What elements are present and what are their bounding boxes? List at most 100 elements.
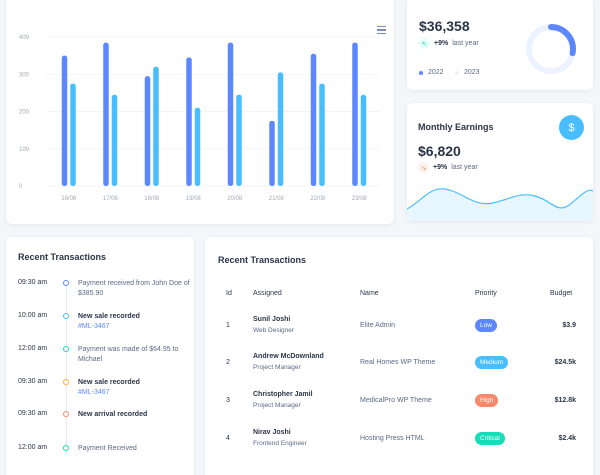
- cell-id: 3: [226, 397, 230, 404]
- bar-18/08-series1[interactable]: [144, 76, 151, 186]
- timeline-dot: [63, 346, 69, 352]
- yearly-donut-chart: [526, 24, 576, 74]
- monthly-title: Monthly Earnings: [418, 122, 494, 132]
- header-assigned: Assigned: [253, 290, 282, 297]
- cell-id: 2: [226, 359, 230, 366]
- cell-budget: $12.8k: [554, 397, 576, 404]
- arrow-up-left-icon: ↖: [419, 38, 430, 49]
- bar-20/08-series2[interactable]: [236, 94, 242, 186]
- cell-assigned: Sunil Joshi: [253, 316, 291, 323]
- timeline-time: 09:30 am: [18, 279, 48, 286]
- timeline-time: 12:00 am: [18, 444, 48, 451]
- legend-label-2022: 2022: [428, 69, 444, 76]
- bar-23/08-series2[interactable]: [360, 94, 367, 186]
- dollar-icon[interactable]: $: [559, 115, 584, 140]
- timeline-time: 10:00 am: [18, 312, 48, 319]
- bar-19/08-series2[interactable]: [194, 107, 201, 186]
- monthly-trend: ↘ +9% last year: [418, 162, 478, 173]
- sales-bar-chart-card: 400 300 200 100 0 16/08 17/08 18/08 19/08 20/08 21…: [6, 0, 394, 224]
- sales-bar-chart: 400 300 200 100 0 16/08 17/08 18/08 19/08 20/08 21…: [19, 35, 380, 202]
- y-tick-label: 300: [19, 72, 30, 78]
- cell-role: Frontend Engineer: [253, 440, 307, 447]
- yearly-trend: ↖ +9% last year: [419, 38, 479, 49]
- bar-22/08-series1[interactable]: [310, 53, 317, 187]
- timeline-text: Payment received from John Doe of $385.9…: [78, 280, 190, 297]
- monthly-trend-label: last year: [451, 164, 478, 171]
- timeline-text: New sale recorded: [78, 379, 140, 386]
- timeline-ref-link[interactable]: #ML-3467: [78, 323, 110, 330]
- timeline-time: 09:30 am: [18, 378, 48, 385]
- bar-22/08-series2[interactable]: [319, 83, 325, 186]
- header-id: Id: [226, 290, 232, 297]
- priority-badge: Medium: [475, 356, 509, 369]
- x-tick-label: 22/08: [310, 196, 326, 202]
- menu-icon[interactable]: [377, 26, 386, 34]
- cell-role: Project Manager: [253, 364, 301, 371]
- cell-role: Project Manager: [253, 402, 301, 409]
- x-tick-label: 21/08: [269, 196, 285, 202]
- cell-budget: $3.9: [562, 322, 576, 329]
- timeline-line: [66, 285, 67, 455]
- header-priority: Priority: [475, 290, 497, 297]
- donut-primary-arc: [526, 24, 576, 74]
- timeline-title: Recent Transactions: [18, 252, 107, 262]
- cell-assigned: Nirav Joshi: [253, 429, 291, 436]
- cell-role: Web Designer: [253, 327, 295, 334]
- cell-project: Real Homes WP Theme: [360, 359, 436, 366]
- bar-21/08-series1[interactable]: [269, 120, 275, 186]
- timeline-time: 09:30 am: [18, 410, 48, 417]
- yearly-value: $36,358: [419, 18, 470, 34]
- y-tick-label: 200: [19, 110, 30, 116]
- timeline-time: 12:00 am: [18, 345, 48, 352]
- legend-label-2023: 2023: [464, 69, 480, 76]
- bar-21/08-series2[interactable]: [277, 72, 284, 186]
- timeline-dot: [63, 445, 69, 451]
- bar-18/08-series2[interactable]: [153, 66, 159, 186]
- timeline-ref-link[interactable]: #ML-3467: [78, 389, 110, 396]
- x-tick-label: 19/08: [186, 196, 202, 202]
- yearly-breakup-card: $36,358 ↖ +9% last year 2022 2023: [407, 0, 593, 90]
- timeline-dot: [63, 280, 69, 286]
- sparkline-line: [407, 188, 593, 210]
- cell-project: Elite Admin: [360, 322, 396, 329]
- bar-16/08-series1[interactable]: [61, 55, 68, 186]
- x-tick-label: 20/08: [227, 196, 243, 202]
- bar-19/08-series1[interactable]: [186, 57, 192, 186]
- sparkline-area: [407, 188, 593, 221]
- arrow-down-right-icon: ↘: [418, 162, 429, 173]
- timeline-text: New sale recorded: [78, 313, 140, 320]
- priority-badge: Low: [475, 319, 497, 332]
- bar-20/08-series1[interactable]: [227, 42, 234, 187]
- bar-17/08-series2[interactable]: [111, 94, 118, 186]
- timeline-text: Payment Received: [78, 445, 137, 452]
- cell-project: MedicalPro WP Theme: [360, 397, 432, 404]
- cell-budget: $24.5k: [554, 359, 576, 366]
- table-title: Recent Transactions: [218, 255, 307, 265]
- y-tick-label: 0: [19, 184, 23, 190]
- recent-transactions-table-card: Recent Transactions Id Assigned Name Pri…: [205, 237, 593, 475]
- priority-badge: Critical: [475, 432, 505, 445]
- timeline-dot: [63, 411, 69, 417]
- bar-17/08-series1[interactable]: [103, 42, 109, 187]
- cell-budget: $2.4k: [558, 435, 576, 442]
- x-tick-label: 16/08: [61, 196, 77, 202]
- bar-16/08-series2[interactable]: [70, 83, 76, 186]
- monthly-value: $6,820: [418, 143, 461, 159]
- y-tick-label: 400: [19, 35, 30, 41]
- yearly-trend-value: +9%: [434, 40, 449, 47]
- recent-transactions-timeline-card: Recent Transactions 09:30 am Payment rece…: [6, 237, 194, 475]
- cell-project: Hosting Press HTML: [360, 435, 425, 442]
- monthly-earnings-card: Monthly Earnings $ $6,820 ↘ +9% last yea…: [407, 103, 593, 221]
- monthly-trend-value: +9%: [433, 164, 448, 171]
- cell-id: 1: [226, 322, 230, 329]
- x-tick-label: 17/08: [103, 196, 119, 202]
- priority-badge: High: [475, 394, 499, 407]
- timeline-text: New arrival recorded: [78, 411, 148, 418]
- cell-id: 4: [226, 435, 230, 442]
- header-name: Name: [360, 290, 379, 297]
- timeline-dot: [63, 379, 69, 385]
- legend-item-2023: 2023: [455, 69, 480, 76]
- legend-item-2022: 2022: [419, 69, 444, 76]
- x-tick-label: 23/08: [352, 196, 368, 202]
- bar-23/08-series1[interactable]: [352, 42, 358, 187]
